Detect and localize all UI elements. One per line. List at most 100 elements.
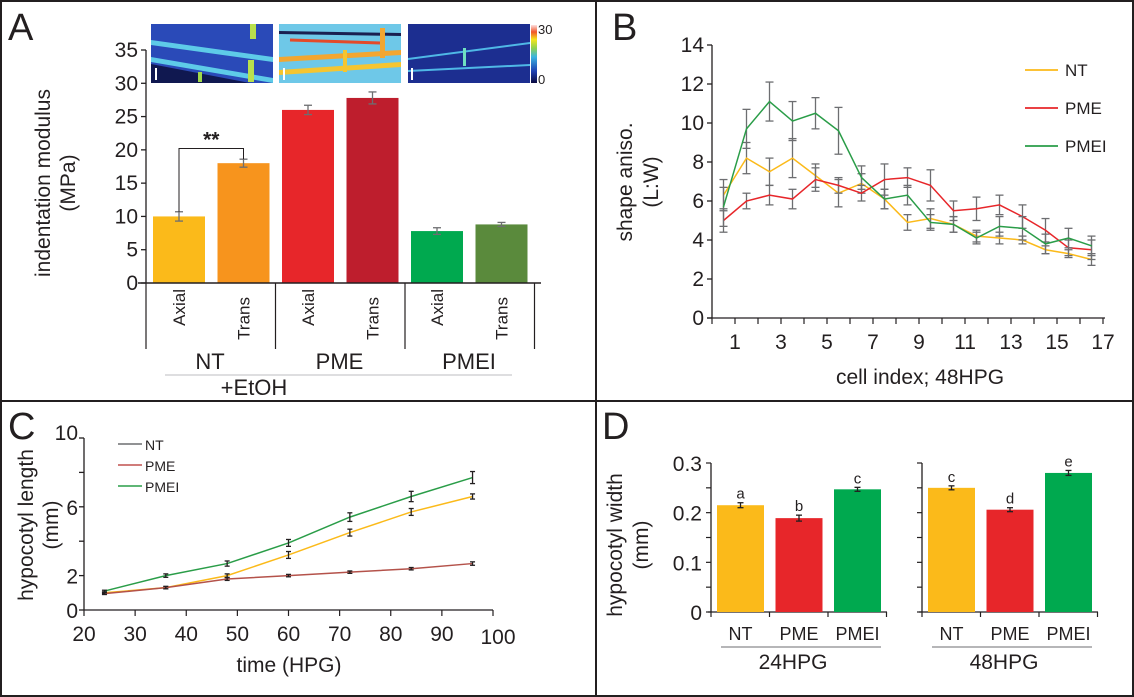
c-ylabel-line2: (mm) xyxy=(40,501,63,550)
a-bar xyxy=(282,109,334,284)
d-bar xyxy=(717,505,764,612)
a-bar xyxy=(346,97,399,283)
a-category-label: Trans xyxy=(493,297,512,340)
b-point xyxy=(791,157,794,159)
b-point xyxy=(906,221,909,224)
b-xtick-label: 7 xyxy=(867,331,879,354)
b-point xyxy=(1044,229,1047,231)
b-xtick-label: 5 xyxy=(821,331,833,354)
b-point xyxy=(952,223,955,225)
b-legend-label: PMEI xyxy=(1065,137,1107,156)
d-ytick-label: 0 xyxy=(690,602,702,625)
b-xlabel: cell index; 48HPG xyxy=(836,366,1004,389)
d-significance-letter: b xyxy=(795,498,803,515)
b-point xyxy=(998,204,1001,206)
a-category-label: Axial xyxy=(170,289,189,326)
b-legend-label: PME xyxy=(1065,99,1102,118)
a-significance-label: ** xyxy=(203,129,220,152)
c-ylabel-line1: hypocotyl length xyxy=(15,449,38,601)
chart-b: shape aniso. (L:W) cell index; 48HPG 0 2 4… xyxy=(614,34,1115,389)
c-legend-label: PMEI xyxy=(145,479,179,495)
d-significance-letter: d xyxy=(1006,491,1014,508)
c-xtick-label: 100 xyxy=(480,626,515,649)
d-bar xyxy=(775,518,823,612)
c-legend-label: PME xyxy=(145,458,175,474)
b-series-pme xyxy=(719,163,1096,261)
b-point xyxy=(975,237,978,239)
d-category-label: PMEI xyxy=(835,624,879,644)
b-point xyxy=(1044,243,1047,245)
panel-letter-a: A xyxy=(8,7,34,49)
b-ytick-label: 0 xyxy=(692,307,704,330)
a-category-label: Axial xyxy=(299,289,318,326)
b-point xyxy=(745,157,748,159)
d-ylabel-line1: hypocotyl width xyxy=(604,473,627,617)
b-point xyxy=(837,184,840,186)
c-xtick-label: 30 xyxy=(123,623,146,646)
a-category-label: Axial xyxy=(428,289,447,326)
d-category-label: PME xyxy=(779,624,818,644)
d-caption: 48HPG xyxy=(970,651,1039,674)
c-xtick-label: 80 xyxy=(379,623,402,646)
a-bar xyxy=(411,231,463,283)
d-category-label: PME xyxy=(990,624,1029,644)
b-series-pmei xyxy=(719,81,1096,257)
b-ytick-label: 2 xyxy=(692,268,704,291)
colorbar xyxy=(531,25,537,83)
b-ytick-label: 8 xyxy=(692,151,704,174)
colorbar-min-label: 0 xyxy=(538,72,545,87)
a-ytick-label: 30 xyxy=(115,72,138,95)
d-subchart-24hpg: 0 0.1 0.2 0.3 a NT b PME c PMEI 24HPG xyxy=(673,453,888,674)
chart-d: hypocotyl width (mm) 0 0.1 0.2 0.3 a NT b PME c P… xyxy=(604,453,1099,674)
b-xtick-label: 9 xyxy=(913,331,925,354)
a-group-label: NT xyxy=(195,349,224,374)
b-point xyxy=(722,206,725,208)
b-point xyxy=(1090,245,1093,247)
c-ytick-label: 6 xyxy=(66,497,78,520)
d-ytick-label: 0.1 xyxy=(673,552,702,575)
b-xtick-label: 13 xyxy=(999,331,1022,354)
d-caption: 24HPG xyxy=(759,651,828,674)
b-xtick-label: 3 xyxy=(775,331,787,354)
b-point xyxy=(745,128,748,130)
d-category-label: PMEI xyxy=(1046,624,1090,644)
a-category-label: Trans xyxy=(364,297,383,340)
b-ylabel-line1: shape aniso. xyxy=(614,122,637,241)
b-point xyxy=(883,178,886,181)
b-point xyxy=(929,221,932,224)
b-point xyxy=(998,225,1001,227)
heatmap-image-nt xyxy=(151,24,273,83)
a-significance-bracket xyxy=(178,148,244,212)
panel-letter-c: C xyxy=(8,406,35,448)
heatmap-image-pme xyxy=(279,24,401,83)
d-significance-letter: a xyxy=(736,486,745,503)
c-ytick-label: 2 xyxy=(66,566,78,589)
b-point xyxy=(860,177,863,179)
a-ytick-label: 15 xyxy=(115,172,138,195)
chart-a: indentation modulus (MPa) 0 5 10 15 20 25 30 35… xyxy=(32,39,541,400)
b-ytick-label: 4 xyxy=(692,229,704,252)
b-xtick-label: 17 xyxy=(1091,331,1114,354)
b-point xyxy=(791,120,794,122)
b-point xyxy=(906,177,909,179)
b-xtick-label: 11 xyxy=(954,331,976,354)
a-group-label: PME xyxy=(316,349,364,374)
d-significance-letter: c xyxy=(948,469,956,486)
d-significance-letter: e xyxy=(1064,453,1072,470)
d-category-label: NT xyxy=(729,624,753,644)
a-bar xyxy=(475,224,528,283)
b-point xyxy=(837,130,840,132)
b-point xyxy=(768,171,771,173)
b-point xyxy=(929,184,932,186)
a-group-label: PMEI xyxy=(442,349,496,374)
c-xlabel: time (HPG) xyxy=(237,654,342,677)
a-bar xyxy=(153,216,205,283)
b-ytick-label: 14 xyxy=(681,34,705,57)
b-xtick-label: 1 xyxy=(729,331,741,354)
a-ytick-label: 35 xyxy=(115,39,138,62)
b-point xyxy=(1067,237,1070,239)
b-ytick-label: 12 xyxy=(681,73,704,96)
c-legend-label: NT xyxy=(145,437,164,453)
